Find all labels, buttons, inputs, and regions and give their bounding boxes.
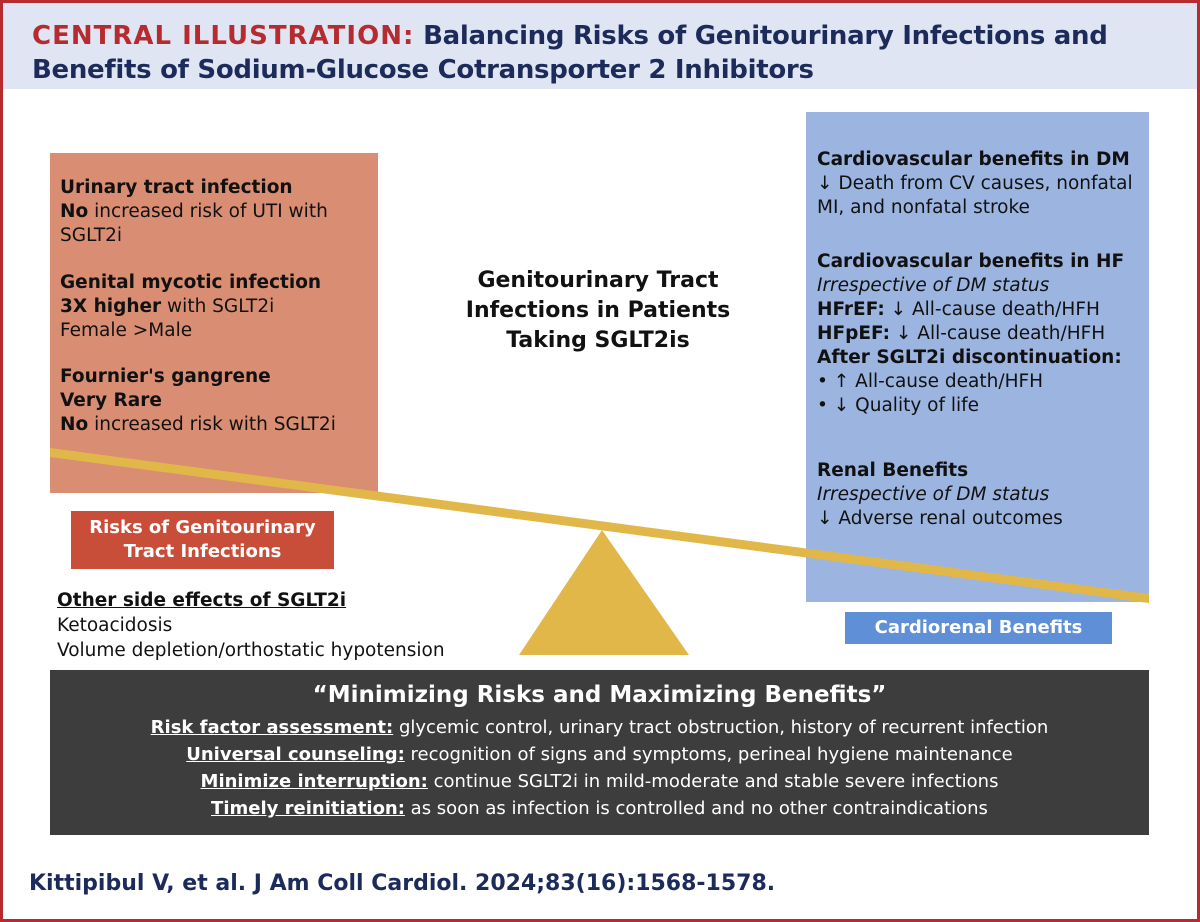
uti-bold: No bbox=[60, 201, 89, 222]
counseling-line: Universal counseling: recognition of sig… bbox=[50, 741, 1149, 768]
reinitiation-rest: as soon as infection is controlled and n… bbox=[404, 798, 988, 819]
dm-line2: MI, and nonfatal stroke bbox=[817, 197, 1030, 218]
after-title: After SGLT2i discontinuation: bbox=[817, 347, 1122, 368]
fg-rest: increased risk with SGLT2i bbox=[88, 414, 336, 435]
header-label: CENTRAL ILLUSTRATION: bbox=[32, 21, 415, 51]
risk-factor-rest: glycemic control, urinary tract obstruct… bbox=[393, 717, 1049, 738]
hf-title: Cardiovascular benefits in HF bbox=[817, 251, 1125, 272]
dm-line1: ↓ Death from CV causes, nonfatal bbox=[817, 173, 1133, 194]
gmi-line2: Female >Male bbox=[60, 320, 193, 341]
hfpef-bold: HFpEF: bbox=[817, 323, 891, 344]
hf-italic: Irrespective of DM status bbox=[817, 275, 1050, 296]
interruption-rest: continue SGLT2i in mild-moderate and sta… bbox=[427, 771, 999, 792]
header-title: CENTRAL ILLUSTRATION: Balancing Risks of… bbox=[32, 19, 1182, 87]
fg-line1: Very Rare bbox=[60, 390, 162, 411]
center-title-line-1: Genitourinary Tract bbox=[477, 268, 719, 293]
fg-title: Fournier's gangrene bbox=[60, 366, 271, 387]
renal-line: ↓ Adverse renal outcomes bbox=[817, 508, 1063, 529]
interruption-key: Minimize interruption: bbox=[200, 771, 428, 792]
minimizing-risks-title: “Minimizing Risks and Maximizing Benefit… bbox=[312, 682, 887, 708]
gmi-bold: 3X higher bbox=[60, 296, 162, 317]
reinitiation-line: Timely reinitiation: as soon as infectio… bbox=[50, 795, 1149, 822]
risk-factor-key: Risk factor assessment: bbox=[150, 717, 394, 738]
counseling-rest: recognition of signs and symptoms, perin… bbox=[404, 744, 1013, 765]
uti-line2: SGLT2i bbox=[60, 225, 123, 246]
hfref-rest: ↓ All-cause death/HFH bbox=[884, 299, 1100, 320]
benefit-dm-block: Cardiovascular benefits in DM ↓ Death fr… bbox=[817, 148, 1133, 220]
after-bullet-1: • ↑ All-cause death/HFH bbox=[817, 371, 1044, 392]
counseling-key: Universal counseling: bbox=[186, 744, 405, 765]
benefit-hf-block: Cardiovascular benefits in HF Irrespecti… bbox=[817, 250, 1124, 418]
side-effects-title: Other side effects of SGLT2i bbox=[57, 590, 347, 611]
risk-label: Risks of Genitourinary Tract Infections bbox=[71, 511, 334, 569]
risk-label-text: Risks of Genitourinary Tract Infections bbox=[89, 517, 316, 562]
citation: Kittipibul V, et al. J Am Coll Cardiol. … bbox=[29, 871, 776, 896]
after-bullet-2: • ↓ Quality of life bbox=[817, 395, 980, 416]
uti-title: Urinary tract infection bbox=[60, 177, 293, 198]
center-title: Genitourinary Tract Infections in Patien… bbox=[448, 266, 748, 356]
benefit-renal-block: Renal Benefits Irrespective of DM status… bbox=[817, 459, 1063, 531]
fg-bold: No bbox=[60, 414, 89, 435]
dm-title: Cardiovascular benefits in DM bbox=[817, 149, 1130, 170]
uti-rest: increased risk of UTI with bbox=[88, 201, 328, 222]
renal-title: Renal Benefits bbox=[817, 460, 969, 481]
gmi-rest: with SGLT2i bbox=[161, 296, 275, 317]
risk-uti-block: Urinary tract infection No increased ris… bbox=[60, 176, 328, 248]
hfref-bold: HFrEF: bbox=[817, 299, 885, 320]
minimizing-risks-list: Risk factor assessment: glycemic control… bbox=[50, 714, 1149, 822]
risk-fg-block: Fournier's gangrene Very Rare No increas… bbox=[60, 365, 336, 437]
side-effect-item-2: Volume depletion/orthostatic hypotension bbox=[57, 640, 445, 661]
renal-italic: Irrespective of DM status bbox=[817, 484, 1050, 505]
benefit-box: Cardiovascular benefits in DM ↓ Death fr… bbox=[806, 112, 1149, 602]
benefit-label: Cardiorenal Benefits bbox=[845, 612, 1112, 644]
gmi-title: Genital mycotic infection bbox=[60, 272, 322, 293]
hfpef-rest: ↓ All-cause death/HFH bbox=[890, 323, 1106, 344]
risk-factor-line: Risk factor assessment: glycemic control… bbox=[50, 714, 1149, 741]
side-effects: Other side effects of SGLT2i Ketoacidosi… bbox=[57, 588, 445, 663]
header-banner: CENTRAL ILLUSTRATION: Balancing Risks of… bbox=[3, 3, 1197, 89]
risk-gmi-block: Genital mycotic infection 3X higher with… bbox=[60, 271, 321, 343]
minimizing-risks-box: “Minimizing Risks and Maximizing Benefit… bbox=[50, 670, 1149, 835]
header-title-text: Balancing Risks of Genitourinary Infecti… bbox=[32, 21, 1108, 85]
side-effect-item-1: Ketoacidosis bbox=[57, 615, 173, 636]
center-title-line-3: Taking SGLT2is bbox=[506, 328, 690, 353]
risk-box: Urinary tract infection No increased ris… bbox=[50, 153, 378, 493]
center-title-line-2: Infections in Patients bbox=[465, 298, 731, 323]
reinitiation-key: Timely reinitiation: bbox=[211, 798, 405, 819]
interruption-line: Minimize interruption: continue SGLT2i i… bbox=[50, 768, 1149, 795]
